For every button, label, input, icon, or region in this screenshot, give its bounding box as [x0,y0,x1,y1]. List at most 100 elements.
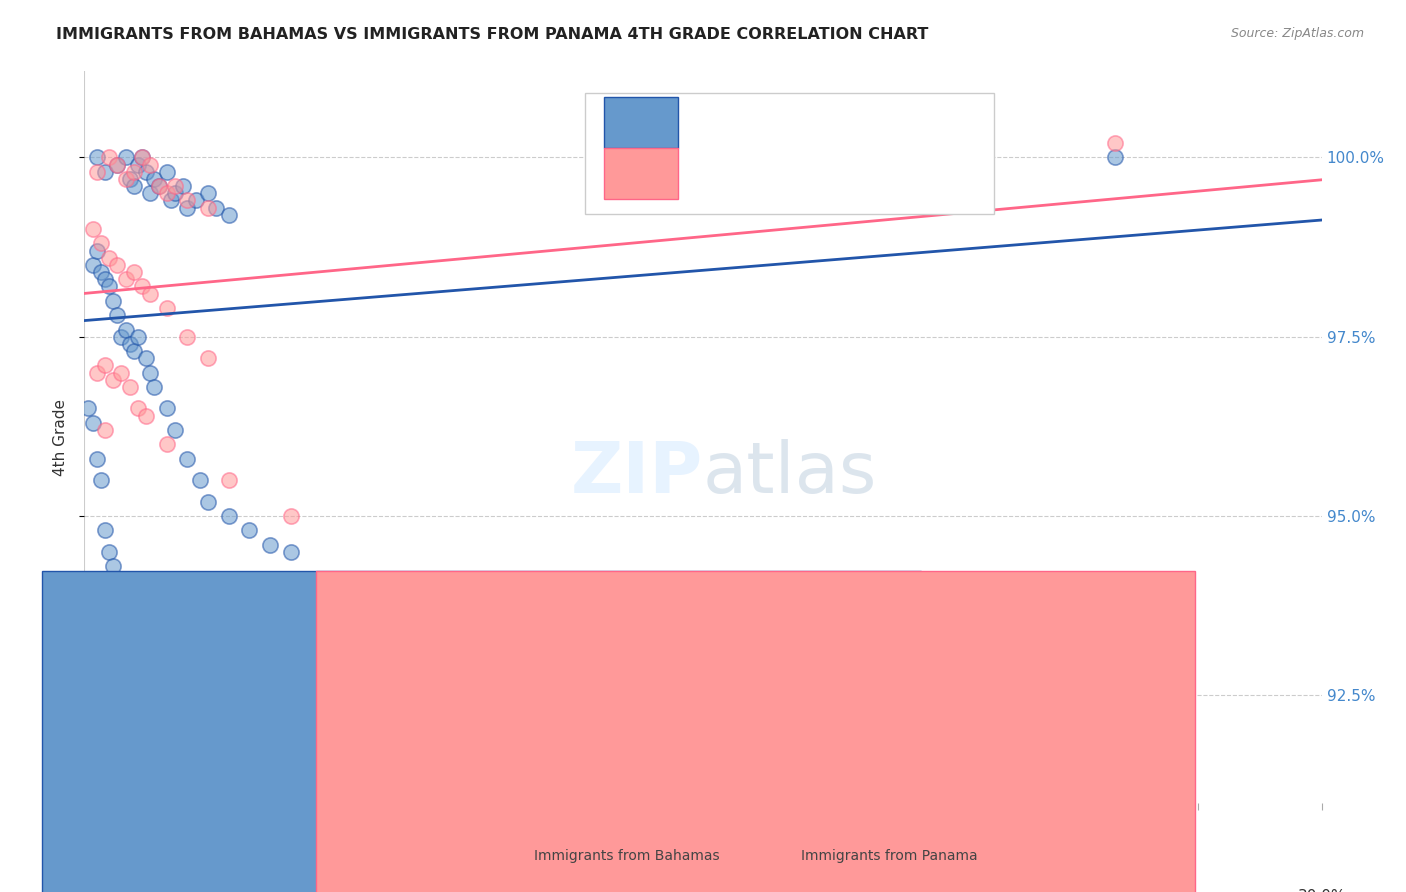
Immigrants from Panama [176,194,198,208]
Immigrants from Bahamas [259,538,281,552]
Immigrants from Bahamas [86,451,108,466]
Immigrants from Panama [86,165,108,179]
Immigrants from Bahamas [94,165,117,179]
Immigrants from Bahamas [205,201,228,215]
Immigrants from Panama [131,279,153,293]
Immigrants from Panama [156,301,179,315]
Immigrants from Bahamas [135,165,157,179]
Immigrants from Bahamas [105,158,128,172]
Immigrants from Panama [90,236,112,251]
Immigrants from Bahamas [122,179,145,194]
Immigrants from Panama [131,150,153,164]
Immigrants from Bahamas [139,366,162,380]
Immigrants from Panama [165,179,187,194]
Immigrants from Bahamas [165,423,187,437]
Immigrants from Panama [103,373,125,387]
Immigrants from Bahamas [143,380,166,394]
Immigrants from Bahamas [176,201,198,215]
Immigrants from Bahamas [110,329,132,343]
Immigrants from Bahamas [148,179,170,194]
Immigrants from Bahamas [176,451,198,466]
Text: R = 0.442   N = 53: R = 0.442 N = 53 [685,113,855,131]
Immigrants from Bahamas [94,524,117,538]
Text: Source: ZipAtlas.com: Source: ZipAtlas.com [1230,27,1364,40]
Immigrants from Panama [127,401,149,416]
Immigrants from Bahamas [238,524,260,538]
Immigrants from Bahamas [90,265,112,279]
Immigrants from Panama [98,251,121,265]
Immigrants from Bahamas [184,194,207,208]
Immigrants from Bahamas [188,473,211,487]
Immigrants from Panama [148,179,170,194]
Immigrants from Bahamas [82,258,104,272]
Immigrants from Panama [280,508,302,523]
Immigrants from Bahamas [86,150,108,164]
Text: 0.0%: 0.0% [65,888,104,892]
Immigrants from Bahamas [98,545,121,559]
Immigrants from Panama [139,286,162,301]
Immigrants from Bahamas [197,186,219,201]
Immigrants from Bahamas [131,150,153,164]
Immigrants from Bahamas [218,508,240,523]
Immigrants from Panama [98,150,121,164]
Immigrants from Bahamas [127,158,149,172]
Immigrants from Bahamas [94,272,117,286]
Immigrants from Panama [156,186,179,201]
Immigrants from Bahamas [118,336,141,351]
Immigrants from Panama [218,473,240,487]
Immigrants from Bahamas [103,293,125,308]
Immigrants from Panama [82,222,104,236]
Immigrants from Panama [86,366,108,380]
Immigrants from Bahamas [280,545,302,559]
Immigrants from Panama [1104,136,1126,150]
Immigrants from Panama [139,158,162,172]
Text: 30.0%: 30.0% [1298,888,1346,892]
Immigrants from Bahamas [114,150,136,164]
Immigrants from Bahamas [103,559,125,574]
Immigrants from Bahamas [122,344,145,359]
Immigrants from Bahamas [127,329,149,343]
Immigrants from Panama [156,437,179,451]
Immigrants from Bahamas [114,322,136,336]
FancyBboxPatch shape [42,571,921,892]
FancyBboxPatch shape [605,148,678,199]
Immigrants from Bahamas [143,172,166,186]
Immigrants from Bahamas [77,401,100,416]
Immigrants from Panama [110,366,132,380]
Immigrants from Panama [118,380,141,394]
FancyBboxPatch shape [605,97,678,148]
Text: atlas: atlas [703,439,877,508]
FancyBboxPatch shape [585,94,994,214]
Immigrants from Bahamas [218,208,240,222]
Immigrants from Panama [122,165,145,179]
Immigrants from Bahamas [86,244,108,258]
Immigrants from Bahamas [172,179,194,194]
Immigrants from Bahamas [139,186,162,201]
Immigrants from Bahamas [105,308,128,322]
Text: ZIP: ZIP [571,439,703,508]
Immigrants from Bahamas [98,279,121,293]
Immigrants from Bahamas [156,401,179,416]
Text: Immigrants from Bahamas: Immigrants from Bahamas [534,849,720,863]
FancyBboxPatch shape [316,571,1195,892]
Immigrants from Bahamas [90,473,112,487]
Immigrants from Panama [114,272,136,286]
Immigrants from Bahamas [160,194,183,208]
Immigrants from Bahamas [165,186,187,201]
Immigrants from Panama [176,329,198,343]
Text: IMMIGRANTS FROM BAHAMAS VS IMMIGRANTS FROM PANAMA 4TH GRADE CORRELATION CHART: IMMIGRANTS FROM BAHAMAS VS IMMIGRANTS FR… [56,27,928,42]
Immigrants from Bahamas [1104,150,1126,164]
Text: R = 0.440   N = 35: R = 0.440 N = 35 [685,165,855,183]
Immigrants from Panama [197,201,219,215]
Immigrants from Bahamas [197,494,219,508]
Immigrants from Panama [105,158,128,172]
Immigrants from Bahamas [118,172,141,186]
Immigrants from Panama [94,423,117,437]
Immigrants from Panama [197,351,219,366]
Immigrants from Panama [135,409,157,423]
Y-axis label: 4th Grade: 4th Grade [52,399,67,475]
Immigrants from Panama [94,359,117,373]
Immigrants from Bahamas [82,416,104,430]
Immigrants from Panama [122,265,145,279]
Immigrants from Bahamas [135,351,157,366]
